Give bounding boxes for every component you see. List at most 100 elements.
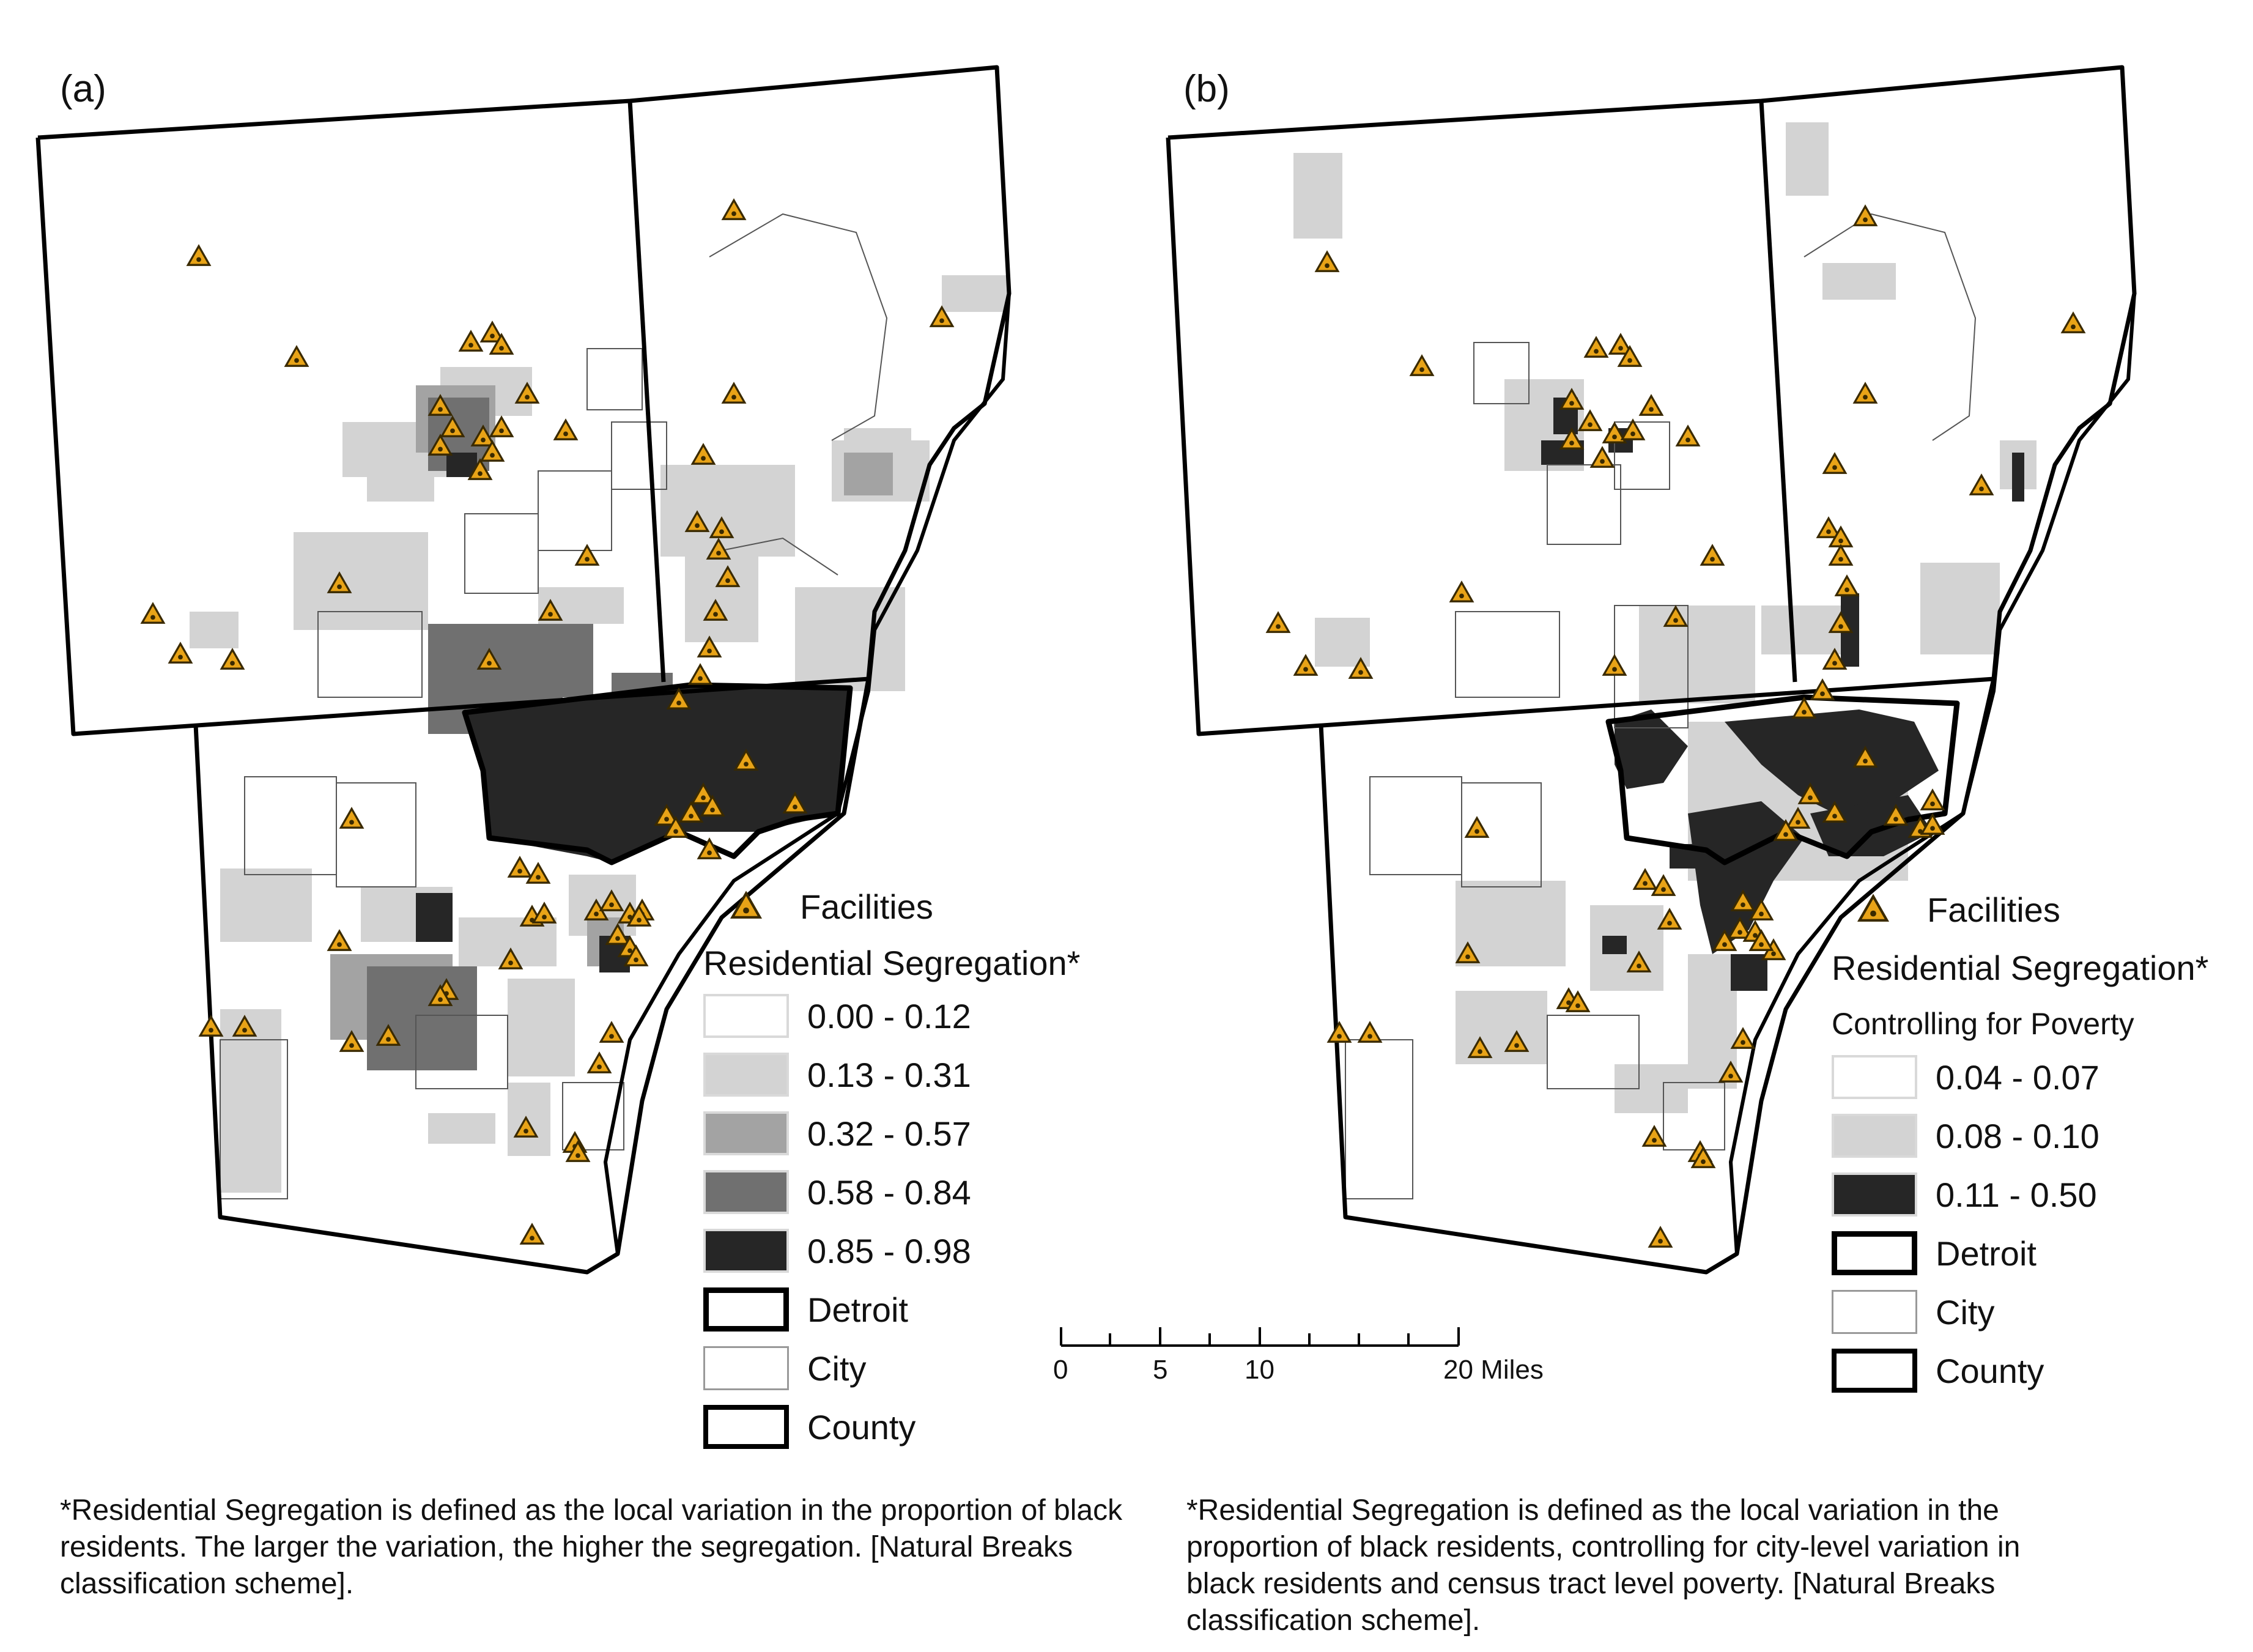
legend-a-class-2: 0.32 - 0.57: [703, 1111, 971, 1155]
legend-a-class-0: 0.00 - 0.12: [703, 994, 971, 1038]
shoreline-a: [603, 293, 1011, 1254]
map-b-facility-marker: [1633, 869, 1657, 890]
map-a-facility-marker: [688, 664, 712, 685]
map-a-facility-marker: [526, 862, 550, 884]
legend-b-swatch-0: [1832, 1055, 1917, 1099]
legend-b-swatch-1: [1832, 1114, 1917, 1158]
map-b-facility-marker: [1700, 544, 1725, 566]
map-b-facility-marker: [1822, 453, 1847, 474]
legend-b-county-label: County: [1936, 1351, 2044, 1390]
legend-b-swatch-2: [1832, 1172, 1917, 1217]
legend-a-class-1: 0.13 - 0.31: [703, 1053, 971, 1097]
legend-b-range-0: 0.04 - 0.07: [1936, 1058, 2099, 1097]
legend-b-city-label: City: [1936, 1292, 1995, 1332]
legend-a-swatch-1: [703, 1053, 789, 1097]
legend-a-title: Residential Segregation*: [703, 944, 1081, 982]
map-b-facility-marker: [1358, 1021, 1382, 1043]
map-b-facility-marker: [1584, 336, 1608, 358]
map-b-facility-marker: [1648, 1226, 1673, 1248]
legend-a-county: County: [703, 1405, 916, 1449]
map-b-facility-marker: [1465, 817, 1489, 838]
legend-b-range-1: 0.08 - 0.10: [1936, 1116, 2099, 1155]
legend-a-detroit-swatch: [703, 1287, 789, 1332]
legend-a-class-4: 0.85 - 0.98: [703, 1229, 971, 1273]
map-a-facility-marker: [691, 443, 716, 465]
map-b-facility-marker: [1651, 875, 1676, 896]
footnote-b: *Residential Segregation is defined as t…: [1186, 1494, 2021, 1637]
map-b-facility-marker: [1829, 544, 1853, 566]
map-a-facility-marker: [587, 1052, 612, 1073]
legend-a-range-0: 0.00 - 0.12: [807, 996, 971, 1035]
map-b-facility-marker: [1676, 425, 1700, 446]
legend-b-county: County: [1832, 1349, 2044, 1393]
scale-tick-5: 5: [1153, 1355, 1168, 1385]
legend-b-facilities-label: Facilities: [1927, 891, 2060, 929]
legend-b-city: City: [1832, 1290, 1994, 1334]
map-b: [1166, 65, 2137, 1275]
legend-b-city-swatch: [1832, 1290, 1917, 1334]
scale-tick-20: 20 Miles: [1443, 1355, 1544, 1385]
legend-b-detroit-label: Detroit: [1936, 1234, 2037, 1273]
scale-tick-10: 10: [1245, 1355, 1274, 1385]
legend-a-county-label: County: [807, 1407, 916, 1446]
legend-a-swatch-4: [703, 1229, 789, 1273]
legend-b-subtitle: Controlling for Poverty: [1832, 1007, 2134, 1041]
legend-b-class-2: 0.11 - 0.50: [1832, 1172, 2097, 1217]
panel-b-label: (b): [1183, 68, 1230, 110]
map-b-facility-marker: [1920, 789, 1945, 810]
legend-a-city-swatch: [703, 1346, 789, 1390]
legend-b-county-swatch: [1832, 1349, 1917, 1393]
legend-b-class-0: 0.04 - 0.07: [1832, 1055, 2099, 1099]
map-b-facility-marker: [1602, 654, 1627, 676]
legend-b-range-2: 0.11 - 0.50: [1936, 1175, 2097, 1214]
county-outlines-b: [1166, 65, 2137, 1275]
map-b-facility-marker: [1266, 612, 1290, 633]
map-b-facility-marker: [1853, 205, 1878, 226]
map-a-facility-marker: [327, 930, 352, 951]
legend-a-swatch-0: [703, 994, 789, 1038]
map-b-facility-marker: [1410, 355, 1434, 376]
map-a-facility-marker: [339, 807, 364, 829]
map-b-facility-marker: [1327, 1021, 1352, 1043]
map-b-facility-marker: [1969, 474, 1994, 495]
legend-b-facilities: Facilities: [1856, 890, 2060, 930]
legend-a-detroit-label: Detroit: [807, 1290, 908, 1329]
shoreline-b: [1728, 293, 2136, 1254]
map-b-facility-marker: [2061, 312, 2085, 333]
legend-a-county-swatch: [703, 1405, 789, 1449]
legend-b: Facilities Residential Segregation* Cont…: [1832, 884, 2247, 1404]
map-a-facility-marker: [722, 382, 746, 404]
legend-a-city-label: City: [807, 1349, 867, 1388]
map-a-facility-marker: [508, 856, 532, 878]
panel-a-label: (a): [60, 68, 106, 110]
legend-a-swatch-3: [703, 1170, 789, 1214]
scale-bar: [1060, 1327, 1460, 1347]
map-a-facility-marker: [199, 1015, 223, 1037]
detroit-outline-b: [1605, 694, 1960, 865]
tracts-black-a: [416, 453, 850, 972]
legend-a-swatch-2: [703, 1111, 789, 1155]
legend-a-city: City: [703, 1346, 866, 1390]
county-outlines-a: [35, 65, 1012, 1275]
map-b-facility-marker: [1315, 251, 1339, 272]
footnote-a: *Residential Segregation is defined as t…: [60, 1494, 1123, 1600]
map-b-facility-marker: [1835, 575, 1859, 596]
map-b-facility-marker: [1639, 394, 1663, 416]
map-b-facility-marker: [1293, 654, 1318, 676]
map-b-facility-marker: [1642, 1125, 1667, 1147]
legend-a-range-4: 0.85 - 0.98: [807, 1231, 971, 1270]
facility-legend-icon: [730, 890, 763, 919]
legend-a: Facilities Residential Segregation* 0.00…: [703, 881, 1144, 1462]
legend-b-title: Residential Segregation*: [1832, 949, 2209, 987]
map-a-facility-marker: [599, 1021, 624, 1043]
legend-a-facilities-label: Facilities: [800, 887, 933, 926]
legend-a-detroit: Detroit: [703, 1287, 908, 1332]
legend-b-class-1: 0.08 - 0.10: [1832, 1114, 2099, 1158]
map-b-facility-marker: [1853, 382, 1878, 404]
legend-a-facilities: Facilities: [729, 887, 933, 927]
map-a-facility-marker: [520, 1223, 544, 1245]
map-b-facility-marker: [1792, 697, 1816, 719]
detroit-outline-a: [462, 682, 853, 865]
legend-a-range-1: 0.13 - 0.31: [807, 1055, 971, 1094]
